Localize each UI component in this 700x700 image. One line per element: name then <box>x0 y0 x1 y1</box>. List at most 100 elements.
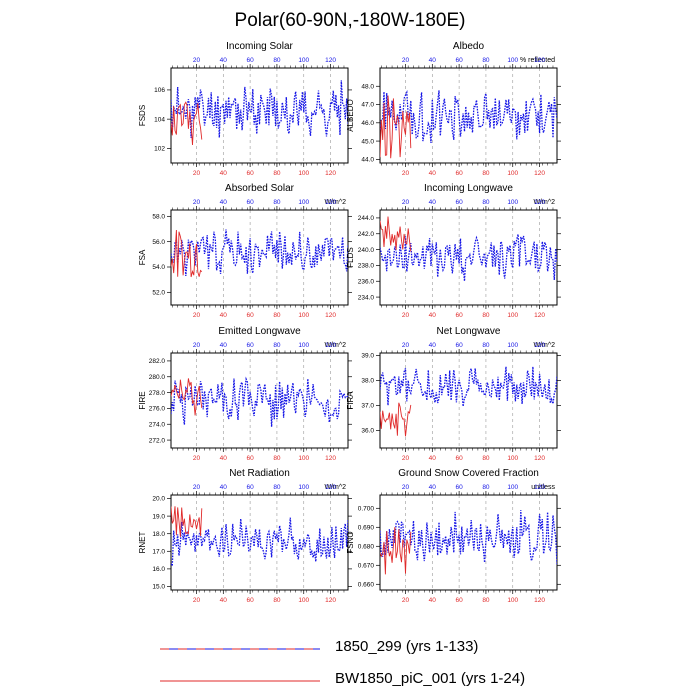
x-top-tick-label: 80 <box>273 484 281 491</box>
y-tick-label: 106 <box>154 87 165 94</box>
x-bottom-tick-label: 80 <box>273 455 281 462</box>
x-top-tick-label: 100 <box>298 57 309 64</box>
x-bottom-tick-label: 40 <box>429 170 437 177</box>
y-tick-label: 44.0 <box>361 157 374 164</box>
x-bottom-tick-label: 80 <box>482 312 490 319</box>
plot-frame <box>379 209 558 306</box>
x-top-tick-label: 40 <box>429 484 437 491</box>
chart-panel-fsds: Incoming Solar 20 40 60 80 100 120 20 40 60 80 100 1… <box>138 41 352 177</box>
y-tick-label: 0.700 <box>358 506 375 513</box>
x-top-tick-label: 120 <box>534 484 545 491</box>
y-tick-label: 48.0 <box>361 83 374 90</box>
x-top-tick-label: 20 <box>402 484 410 491</box>
series-line-1850 <box>171 229 348 276</box>
y-axis-label: FIRE <box>138 391 147 409</box>
x-top-tick-label: 80 <box>482 57 490 64</box>
plot-frame <box>379 67 558 164</box>
chart-panel-flds: Incoming Longwave W/m^2 20 40 60 80 100 120 20 40… <box>346 183 561 319</box>
panel-title: Net Longwave <box>437 326 501 337</box>
panel-title: Incoming Solar <box>226 41 293 52</box>
x-bottom-tick-label: 120 <box>325 312 336 319</box>
x-top-tick-label: 60 <box>246 199 254 206</box>
chart-panel-fire: Emitted Longwave W/m^2 20 40 60 80 100 120 20 40 6… <box>138 326 352 462</box>
y-tick-label: 274.0 <box>149 421 166 428</box>
x-bottom-tick-label: 80 <box>273 170 281 177</box>
plot-frame <box>170 352 349 449</box>
y-tick-label: 15.0 <box>152 584 165 591</box>
panel-units: W/m^2 <box>324 484 346 491</box>
x-top-tick-label: 120 <box>325 199 336 206</box>
x-bottom-tick-label: 80 <box>482 455 490 462</box>
y-tick-label: 242.0 <box>358 231 375 238</box>
x-bottom-tick-label: 100 <box>298 312 309 319</box>
chart-panel-rnet: Net Radiation W/m^2 20 40 60 80 100 120 20 40 60 80… <box>138 468 352 604</box>
x-top-tick-label: 60 <box>455 57 463 64</box>
x-top-tick-label: 20 <box>193 484 201 491</box>
y-axis-label: RNET <box>138 532 147 554</box>
y-axis-label: FSDS <box>138 105 147 126</box>
x-bottom-tick-label: 60 <box>455 170 463 177</box>
series-line-1850 <box>171 80 348 138</box>
x-top-tick-label: 100 <box>507 57 518 64</box>
x-bottom-tick-label: 100 <box>298 455 309 462</box>
x-top-tick-label: 60 <box>455 199 463 206</box>
x-top-tick-label: 100 <box>507 342 518 349</box>
y-tick-label: 56.0 <box>152 239 165 246</box>
y-tick-label: 16.0 <box>152 566 165 573</box>
series-line-bw1850 <box>171 101 203 146</box>
x-top-tick-label: 120 <box>534 57 545 64</box>
x-top-tick-label: 40 <box>429 199 437 206</box>
x-top-tick-label: 20 <box>402 199 410 206</box>
panel-title: Albedo <box>453 41 485 52</box>
x-bottom-tick-label: 20 <box>402 597 410 604</box>
x-bottom-tick-label: 120 <box>325 170 336 177</box>
x-top-tick-label: 20 <box>193 342 201 349</box>
x-bottom-tick-label: 40 <box>220 312 228 319</box>
x-bottom-tick-label: 40 <box>220 597 228 604</box>
x-bottom-tick-label: 100 <box>507 170 518 177</box>
x-bottom-tick-label: 60 <box>246 312 254 319</box>
x-top-tick-label: 60 <box>246 484 254 491</box>
x-bottom-tick-label: 100 <box>507 597 518 604</box>
x-bottom-tick-label: 20 <box>193 455 201 462</box>
y-tick-label: 238.0 <box>358 263 375 270</box>
y-tick-label: 0.670 <box>358 563 375 570</box>
panel-title: Ground Snow Covered Fraction <box>398 468 539 479</box>
y-tick-label: 282.0 <box>149 358 166 365</box>
page-title: Polar(60-90N,-180W-180E) <box>234 10 466 31</box>
x-top-tick-label: 40 <box>429 57 437 64</box>
x-top-tick-label: 20 <box>402 57 410 64</box>
x-top-tick-label: 60 <box>455 342 463 349</box>
x-top-tick-label: 40 <box>220 57 228 64</box>
x-top-tick-label: 100 <box>298 199 309 206</box>
chart-panel-fira: Net Longwave W/m^2 20 40 60 80 100 120 20 40 60 80 1… <box>346 326 561 462</box>
x-top-tick-label: 100 <box>298 342 309 349</box>
x-top-tick-label: 120 <box>325 484 336 491</box>
y-tick-label: 236.0 <box>358 278 375 285</box>
x-bottom-tick-label: 60 <box>246 455 254 462</box>
x-top-tick-label: 80 <box>273 342 281 349</box>
panel-units: W/m^2 <box>324 342 346 349</box>
y-tick-label: 234.0 <box>358 294 375 301</box>
x-bottom-tick-label: 120 <box>534 597 545 604</box>
y-tick-label: 280.0 <box>149 374 166 381</box>
y-tick-label: 20.0 <box>152 496 165 503</box>
series-line-bw1850 <box>380 527 412 575</box>
x-top-tick-label: 100 <box>507 199 518 206</box>
x-top-tick-label: 120 <box>534 342 545 349</box>
x-bottom-tick-label: 40 <box>429 597 437 604</box>
plot-frame <box>379 352 558 449</box>
x-bottom-tick-label: 120 <box>325 455 336 462</box>
series-line-bw1850 <box>171 229 203 278</box>
x-bottom-tick-label: 80 <box>482 170 490 177</box>
panel-title: Net Radiation <box>229 468 290 479</box>
x-bottom-tick-label: 40 <box>429 455 437 462</box>
chart-panel-fsno: Ground Snow Covered Fraction unitless 20 40… <box>346 468 561 604</box>
legend-label-bw1850: BW1850_piC_001 (yrs 1-24) <box>335 670 526 687</box>
plot-frame <box>170 67 349 164</box>
chart-panel-fsa: Absorbed Solar W/m^2 20 40 60 80 100 120 20 40 60 8… <box>138 183 352 319</box>
y-tick-label: 17.0 <box>152 548 165 555</box>
y-tick-label: 240.0 <box>358 247 375 254</box>
x-bottom-tick-label: 80 <box>273 312 281 319</box>
